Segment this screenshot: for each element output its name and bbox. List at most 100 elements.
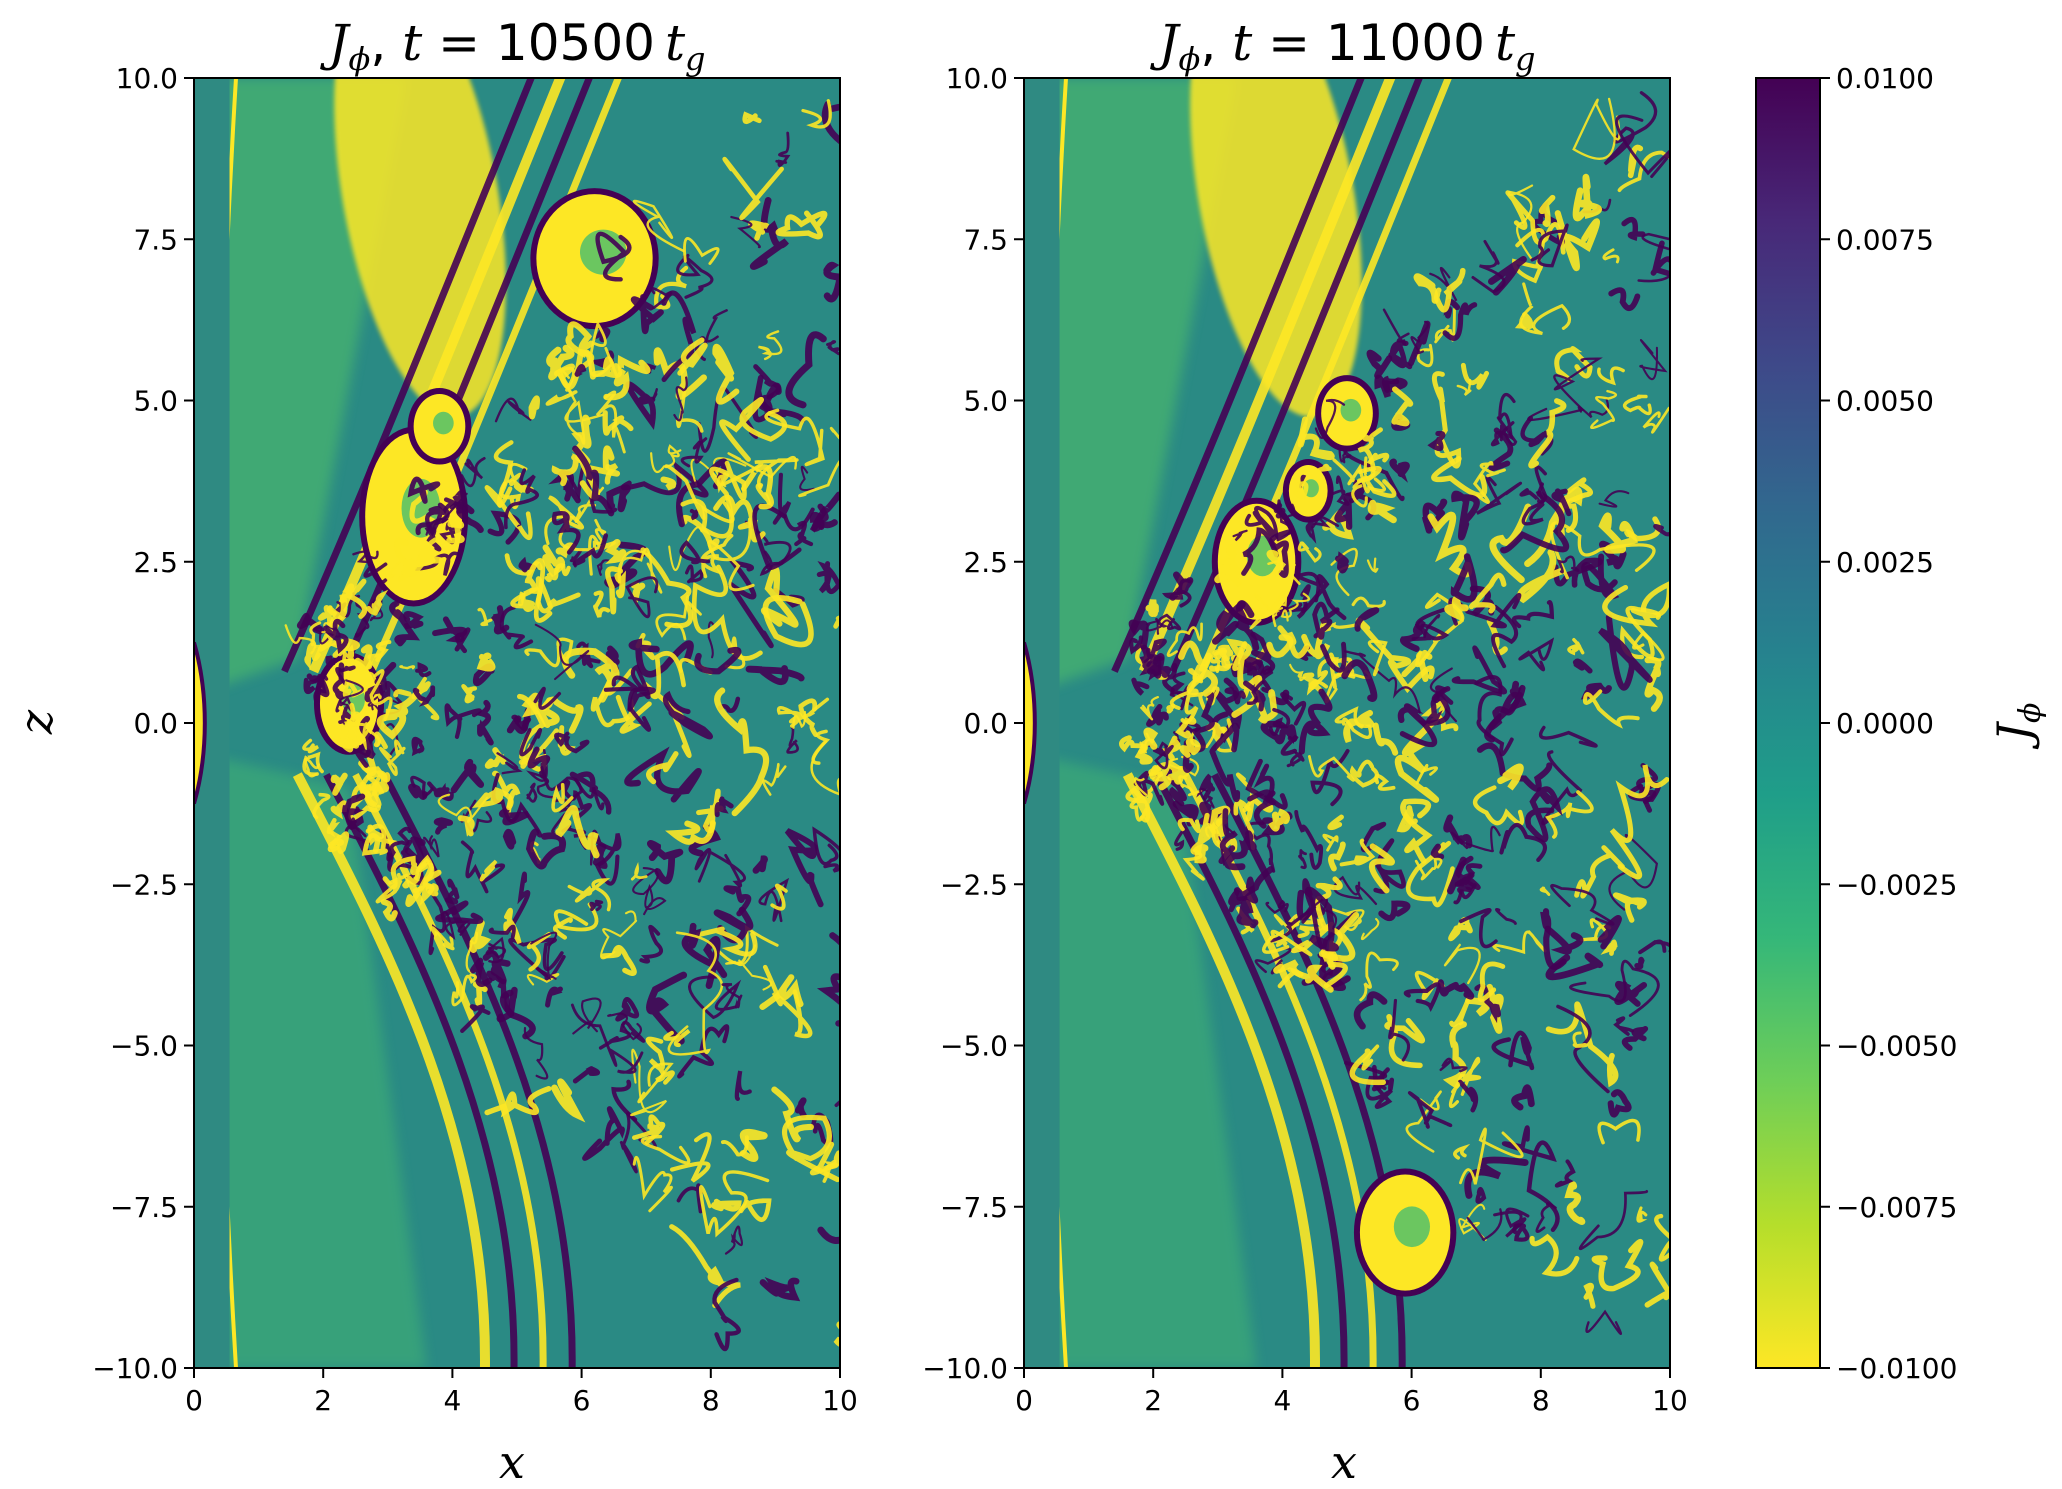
- turbulent-filament: [363, 562, 388, 584]
- turbulent-filament: [1489, 503, 1532, 584]
- turbulent-filament: [625, 576, 659, 619]
- turbulent-filament: [376, 690, 421, 740]
- turbulent-filament: [1473, 785, 1525, 826]
- turbulent-filament: [1457, 1079, 1479, 1113]
- turbulent-filament: [1540, 908, 1567, 970]
- turbulent-filament: [1564, 1181, 1586, 1225]
- turbulent-filament: [1442, 302, 1478, 341]
- turbulent-filament: [526, 973, 560, 986]
- turbulent-filament: [1614, 981, 1648, 1007]
- turbulent-filament: [676, 253, 714, 299]
- turbulent-filament: [772, 472, 815, 532]
- turbulent-filament: [1597, 1118, 1641, 1145]
- turbulent-filament: [1368, 843, 1395, 894]
- turbulent-filament: [389, 600, 421, 647]
- turbulent-filament: [1511, 1084, 1535, 1111]
- turbulent-filament: [593, 590, 611, 618]
- upper-sheath-band: [339, 78, 594, 673]
- turbulent-filament: [1211, 600, 1246, 645]
- turbulent-filament: [367, 824, 385, 854]
- turbulent-filament: [304, 642, 325, 670]
- turbulent-filament: [1474, 983, 1501, 1024]
- turbulent-filament: [1276, 499, 1292, 542]
- turbulent-filament: [1603, 91, 1658, 166]
- turbulent-filament: [423, 835, 440, 858]
- turbulent-filament: [1474, 675, 1514, 757]
- turbulent-filament: [369, 669, 393, 722]
- turbulent-filament: [812, 826, 840, 873]
- turbulent-filament: [1378, 900, 1411, 922]
- turbulent-filament: [1294, 810, 1324, 870]
- turbulent-filament: [1232, 641, 1248, 672]
- turbulent-filament: [572, 1066, 601, 1084]
- turbulent-filament: [1572, 1031, 1589, 1048]
- turbulent-filament: [727, 452, 798, 479]
- turbulent-filament: [1139, 695, 1160, 721]
- turbulent-filament: [1475, 1186, 1487, 1204]
- colorbar-fill: [1756, 78, 1820, 1368]
- turbulent-filament: [572, 997, 602, 1035]
- turbulent-filament: [1394, 713, 1442, 803]
- turbulent-filament: [1433, 267, 1466, 313]
- turbulent-filament: [811, 729, 831, 765]
- turbulent-filament: [1612, 892, 1647, 923]
- turbulent-filament: [617, 547, 663, 594]
- turbulent-filament: [711, 1198, 742, 1212]
- turbulent-filament: [366, 589, 389, 616]
- turbulent-filament: [1529, 1233, 1580, 1277]
- turbulent-filament: [296, 612, 325, 635]
- turbulent-filament: [306, 673, 330, 698]
- turbulent-filament: [1177, 640, 1212, 667]
- title-time-var: t: [402, 14, 423, 72]
- turbulent-filament: [460, 840, 505, 894]
- turbulent-filament: [1431, 456, 1488, 498]
- turbulent-filament: [309, 621, 322, 647]
- turbulent-filament: [630, 861, 648, 881]
- turbulent-filament: [534, 623, 590, 681]
- turbulent-filament: [745, 665, 805, 686]
- turbulent-filament: [1180, 692, 1206, 725]
- turbulent-filament: [1353, 991, 1388, 1030]
- turbulent-filament: [1218, 808, 1238, 864]
- turbulent-filament: [762, 964, 813, 1039]
- turbulent-filament: [1297, 416, 1335, 461]
- turbulent-filament: [689, 508, 699, 521]
- turbulent-filament: [1448, 593, 1522, 629]
- upper-sheath-band: [1169, 78, 1424, 673]
- y-tick-label: −2.5: [940, 868, 1008, 901]
- turbulent-filament: [1464, 1156, 1529, 1199]
- turbulent-filament: [646, 751, 679, 785]
- turbulent-filament: [1521, 465, 1548, 526]
- title-comma: ,: [1200, 14, 1232, 72]
- turbulent-filament: [662, 690, 713, 740]
- turbulent-filament: [330, 800, 348, 820]
- turbulent-filament: [1139, 644, 1162, 681]
- turbulent-filament: [1305, 515, 1340, 544]
- turbulent-filament: [415, 502, 450, 536]
- turbulent-filament: [524, 637, 574, 668]
- turbulent-filament: [1244, 876, 1259, 904]
- turbulent-filament: [554, 731, 590, 754]
- turbulent-filament: [771, 1086, 814, 1143]
- turbulent-filament: [1256, 591, 1288, 628]
- turbulent-filament: [1308, 755, 1355, 782]
- turbulent-filament: [1450, 553, 1478, 603]
- y-tick-label: 2.5: [133, 546, 178, 579]
- turbulent-filament: [1129, 635, 1144, 655]
- turbulent-filament: [705, 309, 728, 343]
- turbulent-filament: [1355, 617, 1435, 694]
- turbulent-filament: [1400, 798, 1433, 864]
- turbulent-filament: [533, 686, 562, 710]
- colorbar-tick-label: −0.0050: [1836, 1030, 1957, 1063]
- turbulent-filament: [1528, 398, 1567, 469]
- turbulent-filament: [359, 639, 392, 675]
- y-axis-label-left: z: [9, 709, 63, 735]
- turbulent-filament: [654, 265, 689, 310]
- turbulent-filament: [1155, 613, 1182, 631]
- turbulent-filament: [1396, 805, 1418, 833]
- turbulent-filament: [349, 817, 367, 838]
- turbulent-filament: [1472, 461, 1506, 505]
- turbulent-filament: [643, 883, 667, 916]
- turbulent-filament: [1597, 915, 1622, 950]
- turbulent-filament: [816, 932, 840, 1027]
